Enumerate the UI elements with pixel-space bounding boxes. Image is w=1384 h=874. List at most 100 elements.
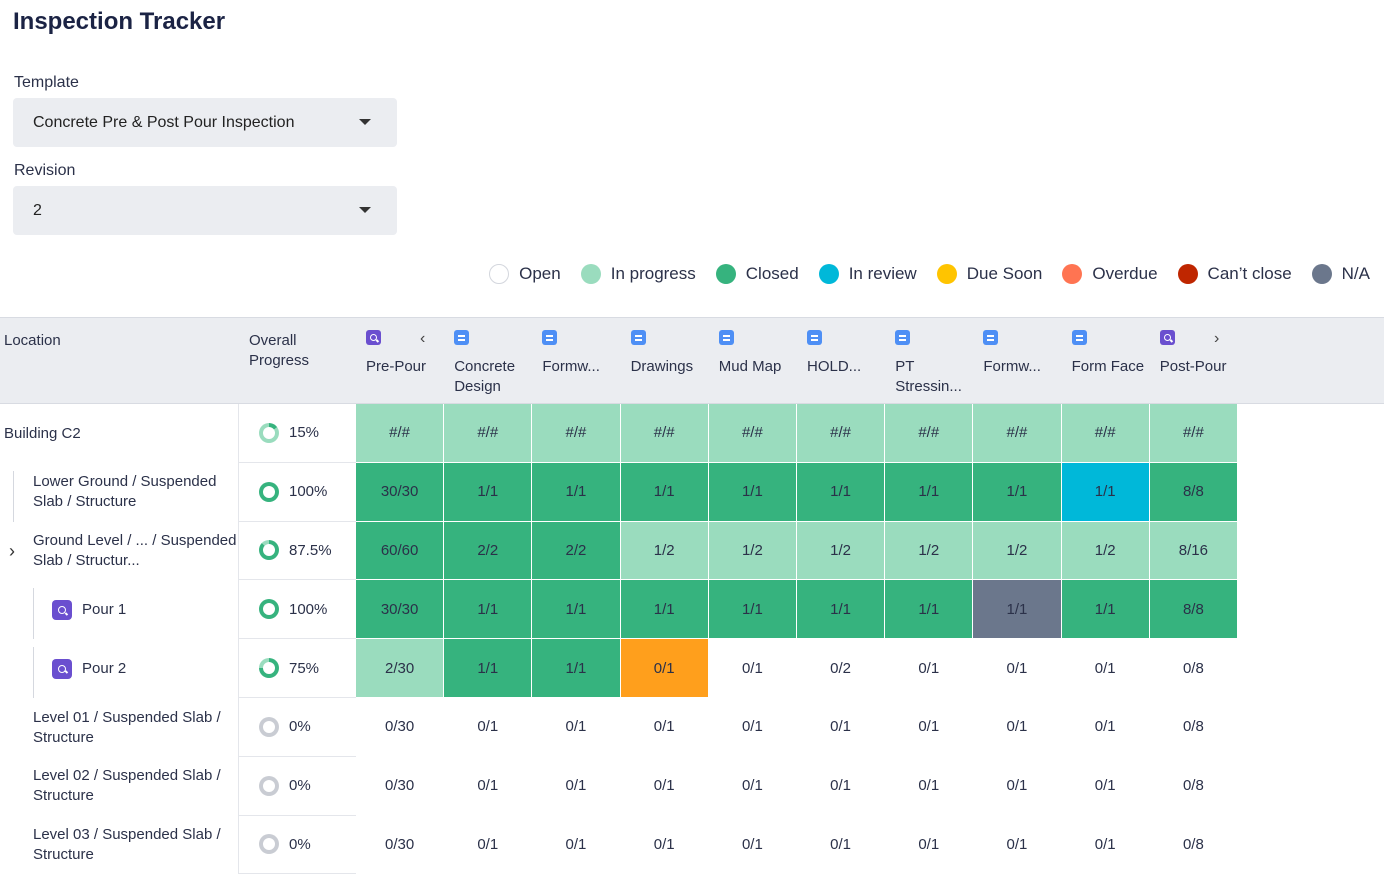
status-cell[interactable]: 1/1 bbox=[708, 462, 797, 522]
status-cell[interactable]: 0/1 bbox=[708, 639, 797, 698]
template-select[interactable]: Concrete Pre & Post Pour Inspection bbox=[13, 98, 397, 147]
status-cell[interactable]: 2/2 bbox=[532, 521, 621, 581]
status-cell[interactable]: 1/2 bbox=[708, 521, 797, 581]
status-cell[interactable]: 1/1 bbox=[973, 580, 1062, 640]
status-cell[interactable]: 0/30 bbox=[356, 756, 445, 816]
location-cell[interactable]: Pour 1 bbox=[0, 580, 238, 639]
status-cell[interactable]: 0/1 bbox=[532, 815, 621, 874]
status-cell[interactable]: 1/1 bbox=[797, 462, 886, 522]
status-cell[interactable]: 1/1 bbox=[444, 462, 533, 522]
status-cell[interactable]: 0/1 bbox=[708, 698, 797, 757]
status-cell[interactable]: #/# bbox=[532, 404, 621, 463]
status-cell[interactable]: 1/2 bbox=[1061, 521, 1150, 581]
status-cell[interactable]: 30/30 bbox=[356, 462, 445, 522]
status-cell[interactable]: 8/8 bbox=[1149, 580, 1238, 640]
status-cell[interactable]: #/# bbox=[356, 404, 445, 463]
status-cell[interactable]: 0/1 bbox=[797, 698, 886, 757]
status-cell[interactable]: 0/1 bbox=[532, 698, 621, 757]
status-cell[interactable]: 1/1 bbox=[532, 580, 621, 640]
column-header[interactable]: Concrete Design bbox=[454, 330, 538, 397]
status-cell[interactable]: 1/2 bbox=[620, 521, 709, 581]
location-cell[interactable]: Lower Ground / Suspended Slab / Structur… bbox=[0, 463, 238, 522]
status-cell[interactable]: 0/8 bbox=[1149, 639, 1238, 698]
status-cell[interactable]: #/# bbox=[620, 404, 709, 463]
column-header[interactable]: Post-Pour bbox=[1159, 330, 1244, 377]
status-cell[interactable]: 8/8 bbox=[1149, 462, 1238, 522]
status-cell[interactable]: 0/1 bbox=[1061, 639, 1150, 698]
status-cell[interactable]: 0/1 bbox=[708, 815, 797, 874]
status-cell[interactable]: 0/1 bbox=[620, 756, 709, 816]
status-cell[interactable]: 1/1 bbox=[885, 462, 974, 522]
column-header[interactable]: Form Face bbox=[1071, 330, 1156, 377]
column-header[interactable]: Mud Map bbox=[718, 330, 803, 377]
status-cell[interactable]: 1/1 bbox=[1061, 580, 1150, 640]
status-cell[interactable]: 0/1 bbox=[885, 815, 974, 874]
status-cell[interactable]: 2/2 bbox=[444, 521, 533, 581]
status-cell[interactable]: 1/1 bbox=[444, 580, 533, 640]
status-cell[interactable]: 60/60 bbox=[356, 521, 445, 581]
status-cell[interactable]: 1/1 bbox=[620, 462, 709, 522]
status-cell[interactable]: #/# bbox=[444, 404, 533, 463]
status-cell[interactable]: 0/1 bbox=[973, 756, 1062, 816]
status-cell[interactable]: 1/2 bbox=[797, 521, 886, 581]
status-cell[interactable]: 0/1 bbox=[620, 698, 709, 757]
status-cell[interactable]: 1/1 bbox=[532, 639, 621, 698]
status-cell[interactable]: 30/30 bbox=[356, 580, 445, 640]
status-cell[interactable]: 1/1 bbox=[444, 639, 533, 698]
status-cell[interactable]: 0/1 bbox=[973, 639, 1062, 698]
status-cell[interactable]: #/# bbox=[1149, 404, 1238, 463]
status-cell[interactable]: 2/30 bbox=[356, 639, 445, 698]
column-header[interactable]: Drawings bbox=[630, 330, 715, 377]
status-cell[interactable]: 0/1 bbox=[708, 756, 797, 816]
status-cell[interactable]: #/# bbox=[885, 404, 974, 463]
location-cell[interactable]: Pour 2 bbox=[0, 639, 238, 698]
status-cell[interactable]: #/# bbox=[797, 404, 886, 463]
status-cell[interactable]: 0/1 bbox=[532, 756, 621, 816]
status-cell[interactable]: 1/2 bbox=[973, 521, 1062, 581]
status-cell[interactable]: 1/1 bbox=[708, 580, 797, 640]
status-cell[interactable]: 0/1 bbox=[444, 756, 533, 816]
status-cell[interactable]: 1/1 bbox=[973, 462, 1062, 522]
status-cell[interactable]: 0/1 bbox=[797, 756, 886, 816]
status-cell[interactable]: 0/1 bbox=[797, 815, 886, 874]
location-cell[interactable]: Level 03 / Suspended Slab / Structure bbox=[0, 816, 238, 874]
status-cell[interactable]: 0/1 bbox=[885, 756, 974, 816]
status-cell[interactable]: 0/1 bbox=[444, 815, 533, 874]
status-cell[interactable]: 0/1 bbox=[620, 815, 709, 874]
column-header[interactable]: HOLD... bbox=[807, 330, 891, 377]
status-cell[interactable]: 0/1 bbox=[1061, 698, 1150, 757]
status-cell[interactable]: 0/8 bbox=[1149, 815, 1238, 874]
status-cell[interactable]: 0/1 bbox=[973, 698, 1062, 757]
column-header[interactable]: Formw... bbox=[542, 330, 626, 377]
scroll-right-chevron-icon[interactable]: › bbox=[1214, 330, 1220, 347]
status-cell[interactable]: 0/1 bbox=[444, 698, 533, 757]
status-cell[interactable]: 0/1 bbox=[620, 639, 709, 698]
status-cell[interactable]: 0/1 bbox=[885, 698, 974, 757]
status-cell[interactable]: 0/8 bbox=[1149, 756, 1238, 816]
status-cell[interactable]: 0/1 bbox=[885, 639, 974, 698]
chevron-right-icon[interactable]: › bbox=[9, 540, 15, 561]
location-cell[interactable]: Ground Level / ... / Suspended Slab / St… bbox=[0, 522, 238, 581]
revision-select[interactable]: 2 bbox=[13, 186, 397, 235]
column-header[interactable]: Pre-Pour bbox=[366, 330, 450, 377]
status-cell[interactable]: 1/1 bbox=[797, 580, 886, 640]
location-cell[interactable]: Level 01 / Suspended Slab / Structure bbox=[0, 698, 238, 757]
column-header[interactable]: Formw... bbox=[983, 330, 1067, 377]
status-cell[interactable]: 0/2 bbox=[797, 639, 886, 698]
location-cell[interactable]: Building C2 bbox=[0, 404, 238, 463]
status-cell[interactable]: 0/1 bbox=[973, 815, 1062, 874]
status-cell[interactable]: 0/1 bbox=[1061, 815, 1150, 874]
status-cell[interactable]: 1/1 bbox=[885, 580, 974, 640]
status-cell[interactable]: 8/16 bbox=[1149, 521, 1238, 581]
status-cell[interactable]: 1/1 bbox=[532, 462, 621, 522]
scroll-left-chevron-icon[interactable]: ‹ bbox=[420, 330, 426, 347]
status-cell[interactable]: 0/8 bbox=[1149, 698, 1238, 757]
status-cell[interactable]: 0/1 bbox=[1061, 756, 1150, 816]
status-cell[interactable]: #/# bbox=[1061, 404, 1150, 463]
status-cell[interactable]: 1/1 bbox=[620, 580, 709, 640]
status-cell[interactable]: #/# bbox=[973, 404, 1062, 463]
status-cell[interactable]: #/# bbox=[708, 404, 797, 463]
status-cell[interactable]: 1/1 bbox=[1061, 462, 1150, 522]
status-cell[interactable]: 1/2 bbox=[885, 521, 974, 581]
status-cell[interactable]: 0/30 bbox=[356, 698, 445, 757]
